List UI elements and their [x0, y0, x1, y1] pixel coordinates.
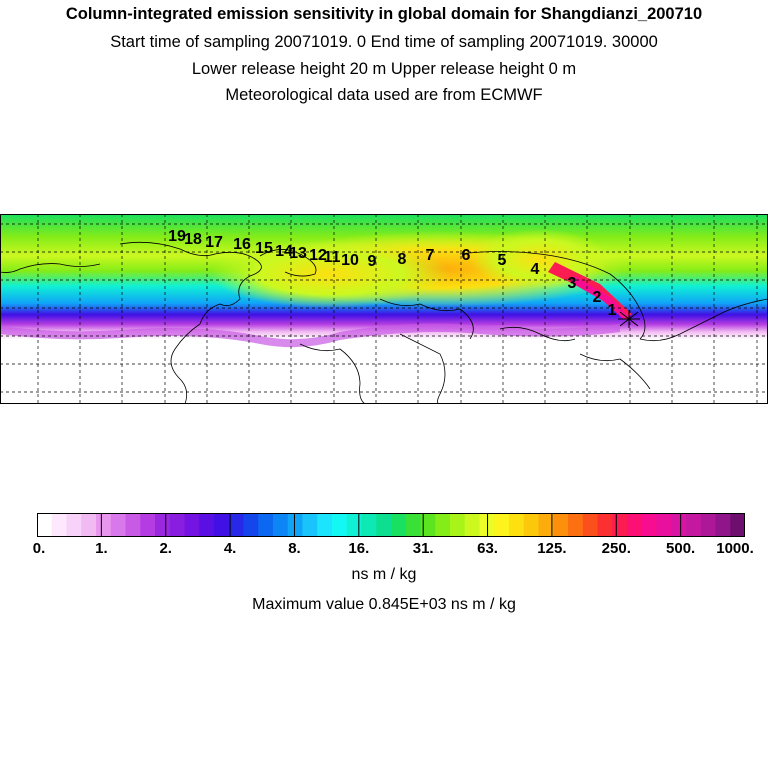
color-scale-cell: [391, 513, 407, 537]
color-scale-cell: [523, 513, 540, 537]
sampling-times: Start time of sampling 20071019. 0 End t…: [110, 33, 658, 51]
trajectory-label: 11: [324, 249, 341, 266]
color-scale-cell: [420, 513, 436, 537]
color-scale-tick-label: 250.: [601, 540, 631, 557]
source-plume-core: [570, 276, 630, 318]
color-scale-cell: [51, 513, 68, 537]
trajectory-label: 3: [568, 275, 577, 292]
trajectory-label: 12: [309, 247, 327, 264]
trajectory-label: 8: [398, 251, 407, 268]
color-scale-tick-label: 4.: [223, 540, 237, 557]
color-scale-cell: [169, 513, 186, 537]
color-scale-tick-label: 500.: [666, 540, 696, 557]
color-scale-cell: [346, 513, 363, 537]
trajectory-label: 16: [233, 236, 251, 253]
color-scale-cell: [96, 513, 112, 537]
color-scale-units: ns m / kg: [351, 566, 417, 583]
color-scale-tick-label: 1.: [95, 540, 108, 557]
color-scale-cell: [228, 513, 245, 537]
color-scale-cell: [332, 513, 348, 537]
color-scale-cell: [376, 513, 392, 537]
color-scale-cell: [435, 513, 451, 537]
trajectory-label: 5: [498, 252, 507, 269]
color-scale-cell: [553, 513, 569, 537]
trajectory-label: 15: [255, 240, 273, 257]
color-scale-cell: [568, 513, 584, 537]
color-scale-cell: [464, 513, 481, 537]
trajectory-label: 9: [368, 253, 377, 270]
color-scale-cell: [686, 513, 702, 537]
color-scale-cell: [302, 513, 318, 537]
color-scale-tick-label: 2.: [159, 540, 172, 557]
color-scale-cell: [37, 513, 53, 537]
color-scale-bar: [37, 513, 745, 537]
color-scale-cell: [155, 513, 171, 537]
color-scale-cell: [597, 513, 613, 537]
color-scale-tick-label: 0.: [32, 540, 46, 557]
color-scale-cell: [110, 513, 127, 537]
color-scale-cell: [287, 513, 304, 537]
color-scale-cell: [494, 513, 510, 537]
color-scale-cell: [199, 513, 215, 537]
trajectory-label: 4: [531, 261, 540, 278]
plot-title: Column-integrated emission sensitivity i…: [65, 5, 703, 23]
color-scale-cell: [700, 513, 717, 537]
color-scale-cell: [214, 513, 230, 537]
color-scale-cell: [361, 513, 377, 537]
maximum-value: Maximum value 0.845E+03 ns m / kg: [252, 596, 516, 613]
color-scale-cell: [450, 513, 466, 537]
color-scale-cell: [671, 513, 687, 537]
graticule: [0, 214, 768, 404]
color-scale-cell: [612, 513, 628, 537]
color-scale-tick-label: 1000.: [716, 540, 754, 557]
trajectory-label: 10: [341, 252, 359, 269]
color-scale-cell: [317, 513, 333, 537]
color-scale-cell: [81, 513, 97, 537]
color-scale-cell: [656, 513, 672, 537]
trajectory-label: 19: [168, 228, 186, 245]
coastlines: [0, 241, 768, 404]
color-scale-cell: [66, 513, 82, 537]
color-scale-cell: [582, 513, 599, 537]
color-scale-cell: [184, 513, 200, 537]
trajectory-label: 6: [462, 247, 471, 264]
trajectory-label: 13: [289, 245, 307, 262]
color-scale-cell: [715, 513, 731, 537]
color-scale-tick-label: 31.: [412, 540, 434, 557]
trajectory-label: 14: [275, 243, 293, 260]
trajectory-label: 1: [608, 302, 617, 319]
trajectory-label: 2: [593, 289, 602, 306]
color-scale-cell: [140, 513, 156, 537]
moderate-sensitivity-region: [210, 240, 450, 308]
color-scale-cell: [641, 513, 658, 537]
receptor-marker: [618, 310, 640, 328]
lower-purple-fringe: [0, 323, 620, 348]
trajectory-label: 17: [205, 234, 223, 251]
color-scale-cell: [538, 513, 554, 537]
color-scale-tick-label: 125.: [537, 540, 567, 557]
color-scale-tick-label: 16.: [348, 540, 370, 557]
release-heights: Lower release height 20 m Upper release …: [191, 60, 577, 78]
color-scale-cell: [243, 513, 259, 537]
color-scale-cell: [405, 513, 422, 537]
color-scale-cell: [273, 513, 289, 537]
met-data-source: Meteorological data used are from ECMWF: [225, 86, 543, 104]
color-scale-cell: [627, 513, 643, 537]
color-scale-cell: [730, 513, 745, 537]
color-scale-tick-label: 63.: [477, 540, 498, 557]
color-scale-cell: [125, 513, 141, 537]
color-scale-tick-label: 8.: [288, 540, 301, 557]
trajectory-label: 7: [426, 247, 435, 264]
trajectory-label: 18: [184, 231, 202, 248]
color-scale-cell: [258, 513, 274, 537]
color-scale-cell: [509, 513, 525, 537]
